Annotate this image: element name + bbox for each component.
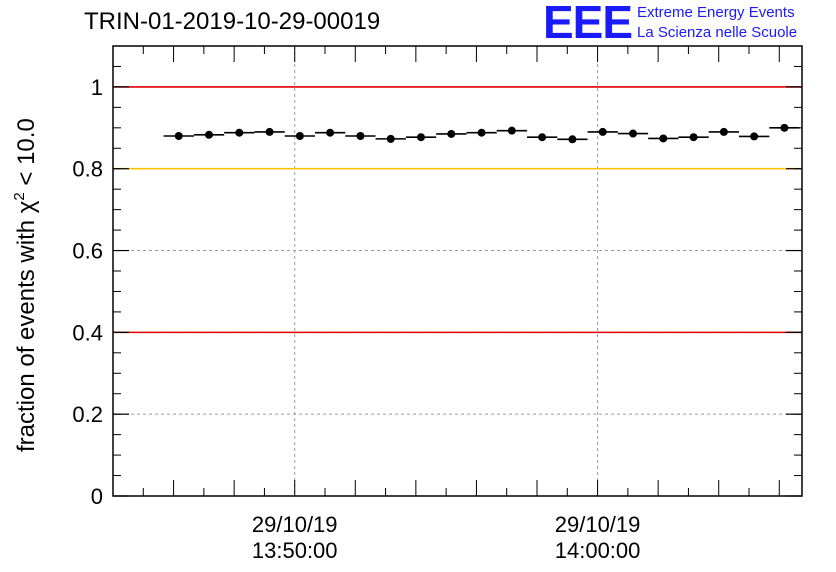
y-tick-label: 0.8 [72, 157, 103, 182]
data-point [326, 128, 335, 137]
data-point [689, 133, 698, 142]
logo-line-2: La Scienza nelle Scuole [637, 24, 798, 41]
data-point [447, 129, 456, 138]
x-tick-label-date: 29/10/19 [252, 512, 338, 537]
y-axis-label-sup: 2 [11, 192, 28, 200]
eee-logo: EEE Extreme Energy Events La Scienza nel… [543, 0, 833, 48]
y-axis-label-prefix: fraction of events with χ [13, 200, 40, 452]
y-axis-label-suffix: < 10.0 [13, 118, 40, 192]
data-point [265, 127, 274, 136]
data-point [750, 132, 759, 141]
data-point [659, 134, 668, 143]
data-point [780, 123, 789, 132]
data-point [568, 135, 577, 144]
y-axis-label: fraction of events with χ2 < 10.0 [11, 118, 40, 452]
data-point [629, 129, 638, 138]
data-point [174, 132, 183, 140]
y-tick-label: 1 [91, 75, 103, 100]
chart-title: TRIN-01-2019-10-29-00019 [84, 8, 381, 35]
axis-layer: 00.20.40.60.8129/10/1913:50:0029/10/1914… [72, 45, 802, 563]
y-tick-label: 0.2 [72, 402, 103, 427]
data-point [356, 132, 365, 140]
data-point [719, 127, 728, 136]
logo-line-1: Extreme Energy Events [637, 4, 795, 21]
data-point [386, 134, 395, 143]
x-tick-label-date: 29/10/19 [555, 512, 641, 537]
logo-letters: EEE [543, 0, 633, 48]
data-point [205, 130, 214, 139]
y-tick-label: 0.6 [72, 239, 103, 264]
y-tick-label: 0 [91, 484, 103, 509]
data-point [538, 133, 547, 142]
reference-lines [113, 86, 802, 334]
data-point [417, 133, 426, 142]
data-point [598, 127, 607, 136]
data-point [295, 132, 304, 140]
y-tick-label: 0.4 [72, 320, 103, 345]
data-point [477, 128, 486, 137]
x-tick-label-time: 13:50:00 [252, 538, 338, 563]
data-point [235, 128, 244, 137]
data-point [507, 126, 516, 135]
plot-frame [112, 45, 803, 497]
data-layer [163, 123, 800, 144]
grid-layer [113, 46, 802, 496]
x-tick-label-time: 14:00:00 [555, 538, 641, 563]
